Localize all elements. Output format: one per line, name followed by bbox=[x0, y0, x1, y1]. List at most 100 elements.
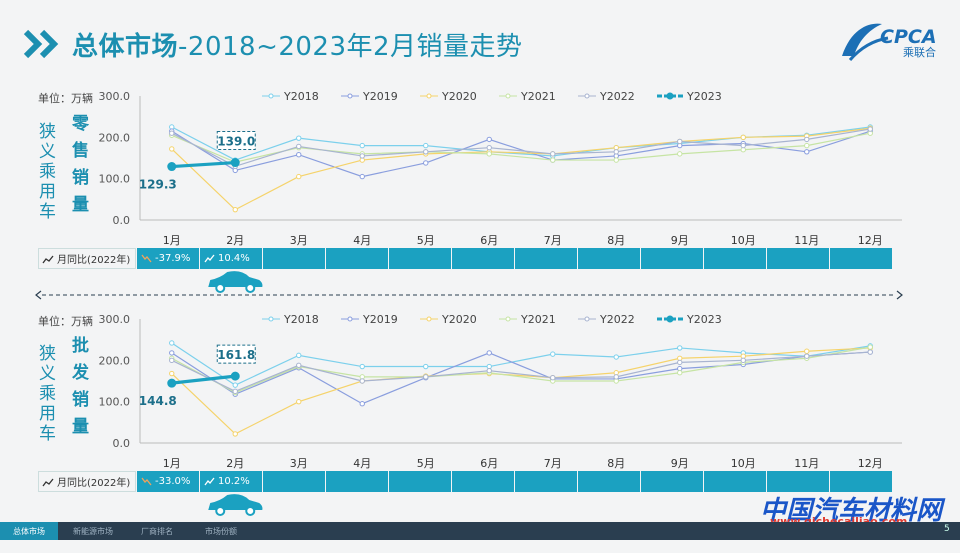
data-point bbox=[613, 374, 619, 380]
data-point bbox=[804, 149, 810, 155]
yoy-label: 月同比(2022年) bbox=[38, 248, 136, 269]
yoy-label: 月同比(2022年) bbox=[38, 471, 136, 492]
yoy-cell bbox=[703, 471, 766, 492]
data-label: 139.0 bbox=[217, 135, 255, 149]
legend-label: Y2023 bbox=[686, 313, 722, 326]
data-point bbox=[359, 363, 365, 370]
data-point bbox=[677, 359, 683, 366]
data-point bbox=[296, 352, 302, 359]
data-point bbox=[296, 362, 302, 368]
metric-label: 批发销量 bbox=[68, 336, 88, 444]
data-point bbox=[296, 398, 302, 405]
data-point bbox=[804, 136, 810, 143]
y-tick-label: 0.0 bbox=[113, 214, 131, 227]
yoy-cell bbox=[325, 471, 388, 492]
data-point bbox=[613, 354, 619, 360]
data-point bbox=[296, 173, 302, 180]
legend-marker bbox=[268, 316, 274, 322]
x-tick-label: 8月 bbox=[607, 234, 625, 247]
legend-label: Y2022 bbox=[599, 313, 635, 326]
y-tick-label: 200.0 bbox=[99, 354, 131, 367]
trend-icon bbox=[42, 478, 54, 486]
data-point bbox=[804, 142, 810, 149]
yoy-cell bbox=[514, 248, 577, 269]
data-point bbox=[359, 173, 365, 180]
data-point bbox=[167, 378, 177, 388]
yoy-cell bbox=[640, 248, 703, 269]
data-point bbox=[740, 134, 746, 141]
data-point bbox=[867, 349, 873, 355]
legend-label: Y2021 bbox=[520, 313, 556, 326]
series-line-y2021 bbox=[171, 346, 871, 394]
data-point bbox=[169, 130, 175, 136]
legend-marker bbox=[666, 315, 674, 323]
data-label-box bbox=[216, 131, 256, 151]
x-tick-label: 10月 bbox=[731, 234, 756, 247]
data-point bbox=[169, 370, 175, 377]
x-tick-label: 10月 bbox=[731, 457, 756, 470]
data-label: 129.3 bbox=[139, 178, 177, 192]
data-point bbox=[486, 350, 492, 356]
x-tick-label: 4月 bbox=[353, 457, 371, 470]
chevron-right-icon bbox=[23, 29, 59, 59]
yoy-cell bbox=[766, 471, 829, 492]
yoy-cell bbox=[451, 248, 514, 269]
side-label: 狭义乘用车 bbox=[35, 122, 55, 222]
data-point bbox=[677, 138, 683, 145]
data-point bbox=[423, 374, 429, 380]
data-point bbox=[169, 350, 175, 356]
series-line-y2018 bbox=[171, 342, 871, 386]
yoy-cell: -33.0% bbox=[136, 471, 199, 492]
data-point bbox=[613, 157, 619, 163]
x-tick-label: 5月 bbox=[417, 457, 435, 470]
data-point bbox=[486, 367, 492, 374]
data-point bbox=[232, 382, 238, 388]
yoy-row: 月同比(2022年) -37.9% 10.4% bbox=[38, 248, 892, 269]
data-point bbox=[867, 126, 873, 132]
legend-marker bbox=[268, 93, 274, 99]
x-tick-label: 9月 bbox=[671, 234, 689, 247]
y-tick-label: 300.0 bbox=[99, 313, 131, 326]
footer-nav: 总体市场 新能源市场 厂商排名 市场份额 bbox=[0, 522, 960, 540]
data-point bbox=[423, 149, 429, 155]
x-tick-label: 12月 bbox=[858, 457, 883, 470]
yoy-cell bbox=[262, 248, 325, 269]
watermark-text: 中国汽车材料网 bbox=[760, 496, 943, 526]
data-point bbox=[423, 142, 429, 149]
x-tick-label: 4月 bbox=[353, 234, 371, 247]
legend-marker bbox=[347, 316, 353, 322]
trend-icon bbox=[42, 255, 54, 263]
data-point bbox=[486, 144, 492, 151]
data-point bbox=[550, 374, 556, 381]
footer-tab[interactable]: 厂商排名 bbox=[141, 526, 173, 536]
data-point bbox=[613, 149, 619, 155]
x-tick-label: 2月 bbox=[226, 234, 244, 247]
legend-label: Y2020 bbox=[441, 313, 477, 326]
car-icon bbox=[208, 494, 263, 516]
legend-label: Y2023 bbox=[686, 90, 722, 103]
data-point bbox=[296, 135, 302, 141]
data-point bbox=[804, 348, 810, 354]
legend-marker bbox=[666, 92, 674, 100]
logo-text: CPCA bbox=[880, 26, 937, 48]
data-point bbox=[359, 401, 365, 407]
page-title: 总体市场-2018~2023年2月销量走势 bbox=[72, 31, 523, 62]
footer-tab[interactable]: 总体市场 bbox=[0, 522, 58, 540]
x-tick-label: 11月 bbox=[794, 234, 819, 247]
header: 总体市场-2018~2023年2月销量走势 bbox=[22, 22, 523, 66]
y-tick-label: 0.0 bbox=[113, 437, 131, 450]
data-point bbox=[232, 431, 238, 437]
series-line-y2022 bbox=[171, 128, 871, 167]
data-label-box bbox=[216, 344, 256, 364]
y-tick-label: 200.0 bbox=[99, 131, 131, 144]
data-point bbox=[169, 146, 175, 152]
data-point bbox=[359, 378, 365, 384]
x-tick-label: 3月 bbox=[290, 234, 308, 247]
y-tick-label: 100.0 bbox=[99, 396, 131, 409]
section-divider bbox=[35, 290, 903, 300]
yoy-cell bbox=[514, 471, 577, 492]
legend-marker bbox=[505, 316, 511, 322]
legend-label: Y2018 bbox=[283, 313, 319, 326]
footer-tab[interactable]: 市场份额 bbox=[205, 526, 237, 536]
footer-tab[interactable]: 新能源市场 bbox=[73, 526, 113, 536]
